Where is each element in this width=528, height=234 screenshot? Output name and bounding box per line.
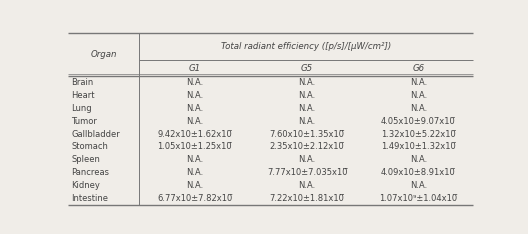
- Text: N.A.: N.A.: [298, 91, 316, 100]
- Text: N.A.: N.A.: [410, 78, 427, 87]
- Text: N.A.: N.A.: [298, 181, 316, 190]
- Text: Total radiant efficiency ([p/s]/[μW/cm²]): Total radiant efficiency ([p/s]/[μW/cm²]…: [221, 42, 391, 51]
- Text: G6: G6: [412, 64, 425, 73]
- Text: 2.35x10±2.12x10̅: 2.35x10±2.12x10̅: [270, 142, 344, 151]
- Text: 7.60x10±1.35x10̅: 7.60x10±1.35x10̅: [270, 130, 345, 139]
- Text: N.A.: N.A.: [186, 155, 203, 164]
- Text: 6.77x10±7.82x10̅: 6.77x10±7.82x10̅: [157, 194, 232, 203]
- Text: 1.05x10±1.25x10̅: 1.05x10±1.25x10̅: [157, 142, 232, 151]
- Text: 1.49x10±1.32x10̅: 1.49x10±1.32x10̅: [381, 142, 456, 151]
- Text: Brain: Brain: [71, 78, 93, 87]
- Text: 7.77x10±7.035x10̅: 7.77x10±7.035x10̅: [267, 168, 347, 177]
- Text: 4.05x10±9.07x10̅: 4.05x10±9.07x10̅: [381, 117, 456, 126]
- Text: N.A.: N.A.: [298, 78, 316, 87]
- Text: 1.07x10⁹±1.04x10̅: 1.07x10⁹±1.04x10̅: [380, 194, 458, 203]
- Text: N.A.: N.A.: [410, 91, 427, 100]
- Text: N.A.: N.A.: [410, 155, 427, 164]
- Text: Organ: Organ: [90, 50, 117, 59]
- Text: Tumor: Tumor: [71, 117, 97, 126]
- Text: 9.42x10±1.62x10̅: 9.42x10±1.62x10̅: [157, 130, 232, 139]
- Text: 7.22x10±1.81x10̅: 7.22x10±1.81x10̅: [270, 194, 344, 203]
- Text: G1: G1: [188, 64, 201, 73]
- Text: N.A.: N.A.: [186, 91, 203, 100]
- Text: N.A.: N.A.: [298, 104, 316, 113]
- Text: Intestine: Intestine: [71, 194, 108, 203]
- Text: Lung: Lung: [71, 104, 92, 113]
- Text: Stomach: Stomach: [71, 142, 108, 151]
- Text: N.A.: N.A.: [410, 181, 427, 190]
- Text: Heart: Heart: [71, 91, 95, 100]
- Text: Pancreas: Pancreas: [71, 168, 109, 177]
- Text: N.A.: N.A.: [298, 155, 316, 164]
- Text: N.A.: N.A.: [186, 168, 203, 177]
- Text: N.A.: N.A.: [410, 104, 427, 113]
- Text: Gallbladder: Gallbladder: [71, 130, 120, 139]
- Text: N.A.: N.A.: [186, 181, 203, 190]
- Text: G5: G5: [301, 64, 313, 73]
- Text: 1.32x10±5.22x10̅: 1.32x10±5.22x10̅: [381, 130, 456, 139]
- Text: Spleen: Spleen: [71, 155, 100, 164]
- Text: N.A.: N.A.: [186, 78, 203, 87]
- Text: 4.09x10±8.91x10̅: 4.09x10±8.91x10̅: [381, 168, 456, 177]
- Text: N.A.: N.A.: [298, 117, 316, 126]
- Text: N.A.: N.A.: [186, 117, 203, 126]
- Text: Kidney: Kidney: [71, 181, 100, 190]
- Text: N.A.: N.A.: [186, 104, 203, 113]
